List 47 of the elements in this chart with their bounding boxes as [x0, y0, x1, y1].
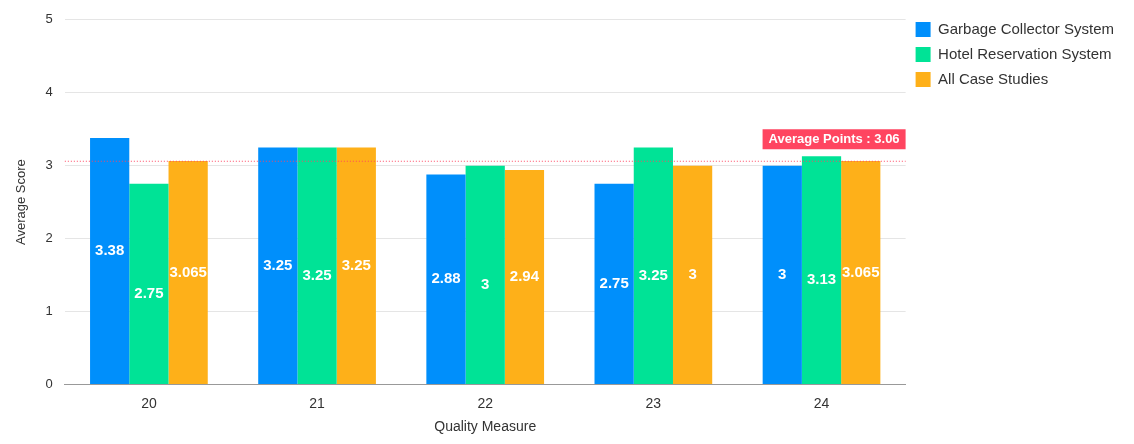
bar — [672, 165, 713, 384]
y-tick-label: 3 — [45, 157, 53, 173]
y-axis-title: Average Score — [13, 159, 29, 245]
legend-label: Garbage Collector System — [938, 19, 1114, 37]
data-label: 3.065 — [169, 262, 207, 280]
data-label: 3.065 — [841, 262, 880, 280]
bar — [465, 165, 505, 384]
x-tick-label: 22 — [477, 394, 494, 411]
y-tick-label: 4 — [45, 84, 53, 100]
data-label: 3.25 — [341, 255, 371, 273]
legend-label: Hotel Reservation System — [938, 44, 1112, 62]
data-label: 3 — [481, 274, 490, 292]
bar — [426, 174, 466, 384]
y-tick-label: 2 — [45, 230, 53, 246]
legend-label: All Case Studies — [938, 69, 1049, 87]
data-label: 3.13 — [806, 270, 837, 288]
data-label: 3 — [778, 264, 787, 282]
bar — [129, 183, 169, 384]
bar — [168, 160, 208, 384]
bar — [504, 170, 545, 384]
bar — [841, 160, 881, 384]
x-tick-label: 21 — [309, 394, 326, 411]
bar — [297, 147, 337, 384]
bar — [90, 137, 130, 384]
data-label: 3.25 — [302, 265, 332, 283]
bar — [258, 147, 298, 384]
bar — [762, 165, 802, 384]
ref-line-label: Average Points : 3.06 — [768, 130, 900, 146]
x-tick-label: 20 — [141, 394, 157, 411]
data-label: 2.88 — [431, 269, 461, 287]
bar — [633, 147, 673, 384]
bar — [336, 147, 376, 384]
y-tick-label: 5 — [45, 11, 53, 27]
data-label: 3.25 — [638, 265, 668, 283]
data-label: 2.94 — [509, 267, 540, 285]
data-label: 2.75 — [599, 274, 629, 292]
data-label: 3.25 — [263, 255, 293, 273]
data-label: 3.38 — [95, 241, 125, 259]
y-tick-label: 1 — [45, 303, 53, 319]
data-label: 2.75 — [134, 284, 164, 302]
x-axis-title: Quality Measure — [434, 418, 537, 435]
data-label: 3 — [688, 264, 697, 282]
x-tick-label: 23 — [645, 394, 662, 411]
y-tick-label: 0 — [45, 375, 53, 391]
bar — [594, 183, 634, 384]
bar — [801, 156, 842, 384]
x-tick-label: 24 — [813, 394, 830, 411]
